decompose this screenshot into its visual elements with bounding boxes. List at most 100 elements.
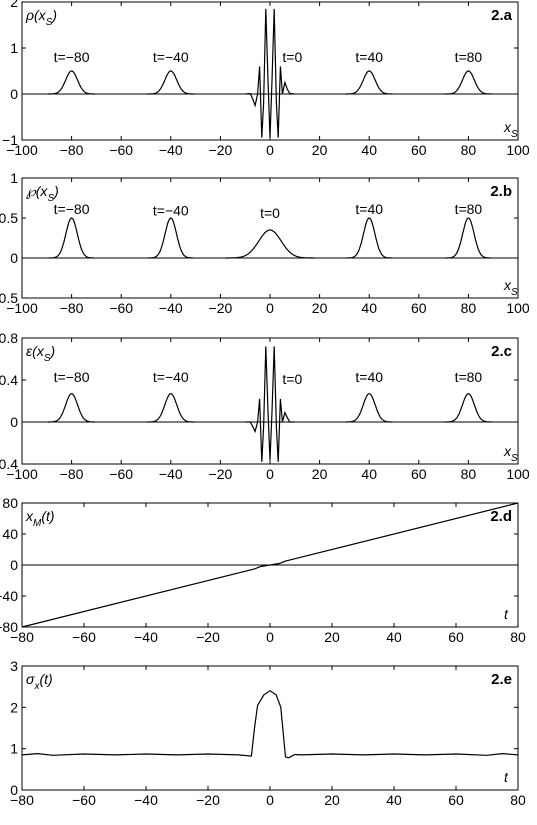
y-tick-label: −0.5: [0, 290, 18, 306]
x-axis-label: t: [504, 606, 509, 622]
panel-2a: −100 −80 −60 −40 −20 0 20 40 60 80 100 −1 0 1 2 2.a ρ(xS…: [2, 0, 530, 158]
panel-label: 2.c: [491, 343, 512, 360]
x-tick-label: 0: [266, 300, 274, 316]
y-axis-label: ε(xS): [26, 343, 55, 364]
time-annotation: t=80: [455, 369, 483, 385]
series-line-2b-0: [48, 217, 94, 259]
x-tick-label: −20: [209, 142, 233, 158]
time-annotation: t=−80: [54, 49, 90, 65]
x-tick-label: 60: [448, 792, 464, 808]
x-tick-label: −40: [159, 142, 183, 158]
x-tick-label: 20: [324, 629, 340, 645]
panel-2c: −100 −80 −60 −40 −20 0 20 40 60 80 100 −0.4 0 0.4 0.8 2…: [0, 330, 530, 482]
panel-2b: −100 −80 −60 −40 −20 0 20 40 60 80 100 −0.5 0 0.5 1 2.b…: [0, 170, 530, 316]
series-line-2b-1: [148, 217, 194, 259]
panel-label: 2.e: [491, 671, 512, 688]
y-axis-label: ρ(xS): [25, 7, 57, 28]
series-line-2a-0: [47, 70, 95, 95]
series-line-2a-4: [245, 8, 295, 138]
series-line-2c-1: [147, 393, 195, 423]
y-tick-label: 0: [10, 557, 18, 573]
x-tick-label: −60: [72, 629, 96, 645]
axes-frame: [21, 1, 519, 141]
time-annotation: t=−80: [54, 201, 90, 217]
x-tick-label: −60: [72, 792, 96, 808]
x-tick-label: 80: [510, 629, 526, 645]
time-annotation: t=40: [355, 201, 383, 217]
y-tick-label: 0.5: [0, 210, 18, 226]
x-tick-label: 40: [361, 300, 377, 316]
time-annotation: t=−80: [54, 369, 90, 385]
x-tick-label: 80: [461, 300, 477, 316]
time-annotation: t=80: [455, 201, 483, 217]
x-tick-label: 40: [386, 792, 402, 808]
x-tick-label: 60: [411, 142, 427, 158]
x-tick-label: 80: [461, 142, 477, 158]
x-tick-label: −100: [6, 300, 38, 316]
x-tick-label: −60: [109, 466, 133, 482]
time-annotation: t=0: [260, 205, 280, 221]
x-tick-label: −80: [10, 792, 34, 808]
time-annotation: t=80: [455, 49, 483, 65]
x-tick-label: −20: [196, 629, 220, 645]
axes-frame: [21, 177, 519, 299]
series-line-2a-1: [147, 70, 195, 95]
y-tick-label: 80: [2, 495, 18, 511]
x-tick-label: 20: [312, 300, 328, 316]
series-line-2d-0: [21, 502, 519, 628]
y-tick-label: 0.8: [0, 330, 18, 346]
x-tick-label: −20: [209, 300, 233, 316]
x-tick-label: 100: [506, 142, 530, 158]
series-line-2c-0: [47, 393, 95, 423]
time-annotation: t=40: [355, 49, 383, 65]
series-line-2c-2: [345, 393, 393, 423]
panel-label: 2.a: [491, 7, 513, 24]
series-line-2b-2: [225, 229, 315, 259]
x-tick-label: 20: [312, 466, 328, 482]
x-tick-label: 40: [361, 142, 377, 158]
x-tick-label: −40: [159, 300, 183, 316]
y-tick-label: 2: [10, 699, 18, 715]
y-tick-label: 1: [10, 170, 18, 186]
series-line-2a-2: [345, 70, 393, 95]
panel-2d: −80 −60 −40 −20 0 20 40 60 80 −80 −40 0 40 80 2.d xM(t)…: [0, 495, 526, 645]
series-line-2c-4: [245, 346, 295, 462]
x-tick-label: −100: [6, 142, 38, 158]
x-tick-label: 20: [312, 142, 328, 158]
y-tick-label: 2: [10, 0, 18, 10]
time-annotation: t=−40: [153, 203, 189, 219]
time-annotation: t=0: [282, 371, 302, 387]
axes-frame: [21, 337, 519, 465]
x-tick-label: −80: [60, 142, 84, 158]
panel-2e: −80 −60 −40 −20 0 20 40 60 80 0 1 2 3 2.e σx(t) t: [10, 658, 526, 808]
x-tick-label: 60: [448, 629, 464, 645]
y-axis-label: σx(t): [26, 671, 53, 692]
x-tick-label: −40: [159, 466, 183, 482]
series-line-2b-3: [346, 217, 392, 259]
x-tick-label: 0: [266, 629, 274, 645]
x-tick-label: 40: [386, 629, 402, 645]
x-tick-label: −40: [134, 792, 158, 808]
y-tick-label: 40: [2, 526, 18, 542]
time-annotation: t=−40: [153, 369, 189, 385]
y-tick-label: −80: [0, 619, 18, 635]
time-annotation: t=−40: [153, 49, 189, 65]
x-tick-label: 0: [266, 466, 274, 482]
x-axis-label: xS: [503, 277, 518, 298]
x-tick-label: −20: [196, 792, 220, 808]
x-tick-label: −60: [109, 142, 133, 158]
y-tick-label: −1: [2, 132, 18, 148]
x-tick-label: −80: [60, 300, 84, 316]
x-tick-label: −100: [6, 466, 38, 482]
y-tick-label: 1: [10, 741, 18, 757]
time-annotation: t=40: [355, 369, 383, 385]
x-tick-label: −60: [109, 300, 133, 316]
y-axis-label: xM(t): [25, 508, 55, 529]
x-tick-label: −80: [60, 466, 84, 482]
y-tick-label: 0: [10, 250, 18, 266]
x-tick-label: 100: [506, 300, 530, 316]
y-tick-label: 1: [10, 40, 18, 56]
series-line-2b-4: [445, 217, 491, 259]
x-tick-label: 100: [506, 466, 530, 482]
